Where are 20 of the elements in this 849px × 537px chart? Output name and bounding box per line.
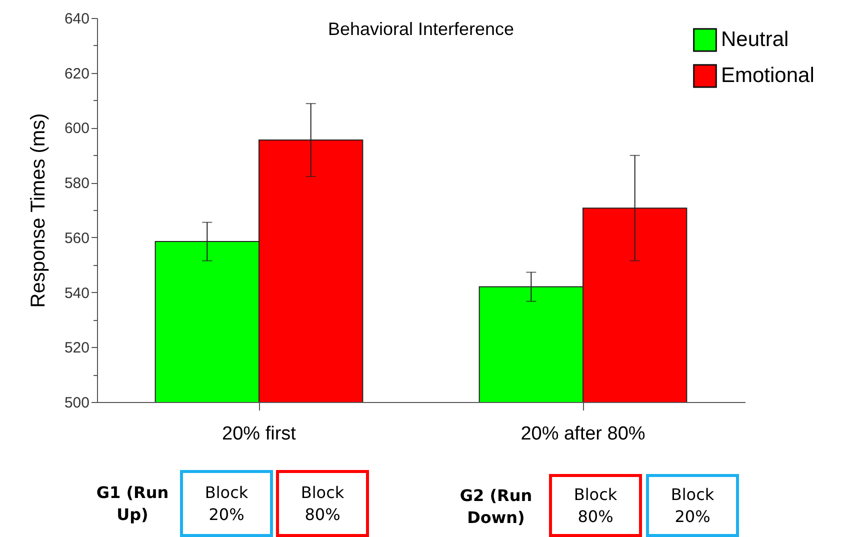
x-tick-label: 20% first xyxy=(222,424,297,444)
x-tick-label: 20% after 80% xyxy=(520,424,646,444)
legend-label: Neutral xyxy=(721,28,789,51)
y-tick-label: 500 xyxy=(64,394,90,412)
y-axis-title: Response Times (ms) xyxy=(27,113,50,308)
y-tick-label: 520 xyxy=(64,340,90,357)
y-tick-label: 640 xyxy=(64,10,90,28)
chart-title: Behavioral Interference xyxy=(328,19,514,39)
legend-label: Emotional xyxy=(721,64,814,87)
box-outline: Block 20% xyxy=(180,470,273,537)
y-tick-label: 540 xyxy=(64,284,90,302)
y-tick-label: 620 xyxy=(64,65,90,82)
text: G1 (Run Up) xyxy=(95,482,170,526)
text: G2 (Run Down) xyxy=(458,485,534,529)
y-tick-label: 580 xyxy=(64,175,90,192)
box-outline: Block 20% xyxy=(646,474,739,537)
y-tick-label: 560 xyxy=(64,230,90,247)
y-tick-label: 600 xyxy=(64,120,90,138)
box-outline: Block 80% xyxy=(276,470,369,537)
box-outline: Block 80% xyxy=(549,474,642,537)
